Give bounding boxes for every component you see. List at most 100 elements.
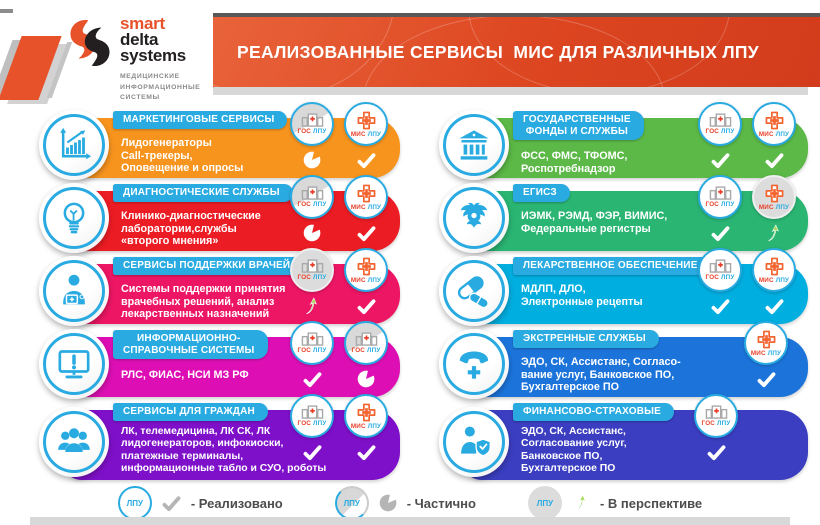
- legend-label: - Реализовано: [190, 495, 283, 511]
- hospital-building-icon: ГОС ЛПУ: [698, 175, 742, 219]
- card-title: ИНФОРМАЦИОННО- СПРАВОЧНЫЕ СИСТЕМЫ: [113, 330, 268, 359]
- service-card-state-funds: ГОСУДАРСТВЕННЫЕ ФОНДЫ И СЛУЖБЫ ФСС, ФМС,…: [439, 102, 808, 180]
- gos-lpu-badge: ГОС ЛПУ: [694, 394, 738, 463]
- service-card-egisz: ЕГИСЗ ИЭМК, РЭМД, ФЭР, ВИМИС, Федеральны…: [439, 175, 808, 253]
- hospital-building-icon: ГОС ЛПУ: [290, 175, 334, 219]
- legend-item-done: ЛПУ - Реализовано: [117, 486, 283, 520]
- card-body: ФСС, ФМС, ТФОМС, Роспотребнадзор: [521, 150, 628, 175]
- hospital-building-icon: ГОС ЛПУ: [694, 394, 738, 438]
- card-title: ГОСУДАРСТВЕННЫЕ ФОНДЫ И СЛУЖБЫ: [513, 111, 644, 140]
- hospital-building-icon: ГОС ЛПУ: [290, 394, 334, 438]
- sds-logo-icon: [70, 20, 110, 66]
- check-icon: [744, 368, 788, 390]
- legend-item-partial: ЛПУ - Частично: [334, 486, 476, 520]
- lightning-icon: [752, 222, 796, 244]
- hospital-building-icon: ГОС ЛПУ: [290, 321, 334, 365]
- lpu-label: ЛПУ: [536, 498, 554, 508]
- card-title: ФИНАНСОВО-СТРАХОВЫЕ: [513, 403, 674, 421]
- service-card-drug-supply: ЛЕКАРСТВЕННОЕ ОБЕСПЕЧЕНИЕ МДЛП, ДЛО, Эле…: [439, 248, 808, 326]
- gos-lpu-badge: ГОС ЛПУ: [290, 175, 334, 244]
- banner-top-line: [213, 13, 820, 17]
- card-title: ДИАГНОСТИЧЕСКИЕ СЛУЖБЫ: [113, 184, 293, 202]
- gos-lpu-badge: ГОС ЛПУ: [290, 102, 334, 171]
- check-icon: [752, 295, 796, 317]
- check-icon: [161, 493, 182, 514]
- status-badges: ГОС ЛПУ МИС ЛПУ: [698, 175, 796, 244]
- hospital-building-icon: ГОС ЛПУ: [290, 102, 334, 146]
- lightbulb-icon: [39, 183, 109, 253]
- shield-person-icon: [439, 407, 509, 477]
- status-badges: ГОС ЛПУ МИС ЛПУ: [698, 248, 796, 317]
- gos-lpu-badge: ГОС ЛПУ: [290, 394, 334, 463]
- lpu-label: ЛПУ: [126, 498, 143, 508]
- card-title: СЕРВИСЫ ДЛЯ ГРАЖДАН: [113, 403, 268, 421]
- monitor-alert-icon: [39, 329, 109, 399]
- legend-item-future: ЛПУ - В перспективе: [527, 486, 703, 520]
- brand-line: systems: [120, 46, 186, 66]
- medical-cross-icon: МИС ЛПУ: [344, 248, 388, 292]
- doctor-icon: [39, 256, 109, 326]
- left-column: МАРКЕТИНГОВЫЕ СЕРВИСЫ Лидогенераторы Cal…: [39, 102, 400, 487]
- lpu-circle: ЛПУ: [527, 486, 562, 520]
- gos-lpu-badge: ГОС ЛПУ: [698, 248, 742, 317]
- partial-pie-icon: [290, 222, 334, 244]
- card-body: МДЛП, ДЛО, Электронные рецепты: [521, 283, 643, 308]
- service-card-doctor-support: СЕРВИСЫ ПОДДЕРЖКИ ВРАЧЕЙ Системы поддерж…: [39, 248, 400, 326]
- brand-tagline: МЕДИЦИНСКИЕ ИНФОРМАЦИОННЫЕ СИСТЕМЫ: [120, 73, 201, 102]
- check-icon: [694, 441, 738, 463]
- medical-cross-icon: МИС ЛПУ: [752, 175, 796, 219]
- partial-pie-icon: [378, 493, 398, 513]
- card-title: МАРКЕТИНГОВЫЕ СЕРВИСЫ: [113, 111, 288, 129]
- legend-label: - В перспективе: [599, 495, 703, 511]
- card-title: ЛЕКАРСТВЕННОЕ ОБЕСПЕЧЕНИЕ: [513, 257, 711, 275]
- hospital-building-icon: ГОС ЛПУ: [698, 248, 742, 292]
- mis-lpu-badge: МИС ЛПУ: [752, 175, 796, 244]
- service-card-reference-systems: ИНФОРМАЦИОННО- СПРАВОЧНЫЕ СИСТЕМЫ РЛС, Ф…: [39, 321, 400, 399]
- check-icon: [344, 222, 388, 244]
- partial-pie-icon: [290, 149, 334, 171]
- card-body: Лидогенераторы Call-трекеры, Оповещение …: [121, 137, 244, 175]
- status-badges: ГОС ЛПУ МИС ЛПУ: [290, 248, 388, 317]
- service-card-citizens: СЕРВИСЫ ДЛЯ ГРАЖДАН ЛК, телемедицина, ЛК…: [39, 394, 400, 480]
- chart-growth-icon: [39, 110, 109, 180]
- card-title: СЕРВИСЫ ПОДДЕРЖКИ ВРАЧЕЙ: [113, 257, 304, 275]
- mis-lpu-badge: МИС ЛПУ: [752, 102, 796, 171]
- status-badges: ГОС ЛПУ МИС ЛПУ: [290, 175, 388, 244]
- brand-line: smart: [120, 14, 165, 33]
- top-left-dash: [0, 9, 13, 13]
- check-icon: [344, 149, 388, 171]
- mis-lpu-badge: МИС ЛПУ: [344, 102, 388, 171]
- header-banner: РЕАЛИЗОВАННЫЕ СЕРВИСЫ МИС ДЛЯ РАЗЛИЧНЫХ …: [213, 17, 820, 87]
- service-card-finance-insurance: ФИНАНСОВО-СТРАХОВЫЕ ЭДО, СК, Ассистанс, …: [439, 394, 808, 480]
- banner-shadow: [213, 87, 808, 95]
- status-badges: ГОС ЛПУ ГОС ЛПУ: [290, 321, 388, 390]
- medical-cross-icon: МИС ЛПУ: [752, 102, 796, 146]
- lightning-icon: [571, 493, 591, 513]
- check-icon: [698, 222, 742, 244]
- lpu-circle: ЛПУ: [334, 486, 369, 520]
- legend-label: - Частично: [406, 495, 476, 511]
- mis-lpu-badge: МИС ЛПУ: [344, 248, 388, 317]
- brand-line: delta: [120, 30, 159, 50]
- medical-cross-icon: МИС ЛПУ: [752, 248, 796, 292]
- status-badges: ГОС ЛПУ: [694, 394, 738, 463]
- check-icon: [344, 441, 388, 463]
- card-body: ЛК, телемедицина, ЛК СК, ЛК лидогенерато…: [121, 426, 327, 474]
- check-icon: [752, 149, 796, 171]
- footer-strip: [30, 517, 790, 525]
- status-badges: МИС ЛПУ: [744, 321, 788, 390]
- people-group-icon: [39, 407, 109, 477]
- lpu-label: ЛПУ: [343, 498, 360, 508]
- medical-cross-icon: МИС ЛПУ: [344, 394, 388, 438]
- right-column: ГОСУДАРСТВЕННЫЕ ФОНДЫ И СЛУЖБЫ ФСС, ФМС,…: [439, 102, 808, 487]
- double-eagle-icon: [439, 183, 509, 253]
- card-body: РЛС, ФИАС, НСИ МЗ РФ: [121, 369, 249, 381]
- status-badges: ГОС ЛПУ МИС ЛПУ: [290, 394, 388, 463]
- check-icon: [698, 295, 742, 317]
- gos-lpu-badge: ГОС ЛПУ: [698, 102, 742, 171]
- mis-lpu-badge: МИС ЛПУ: [344, 175, 388, 244]
- service-card-emergency: ЭКСТРЕННЫЕ СЛУЖБЫ ЭДО, СК, Ассистанс, Со…: [439, 321, 808, 399]
- legend: ЛПУ - Реализовано ЛПУ - Частично ЛПУ - В…: [0, 486, 820, 520]
- hospital-building-icon: ГОС ЛПУ: [344, 321, 388, 365]
